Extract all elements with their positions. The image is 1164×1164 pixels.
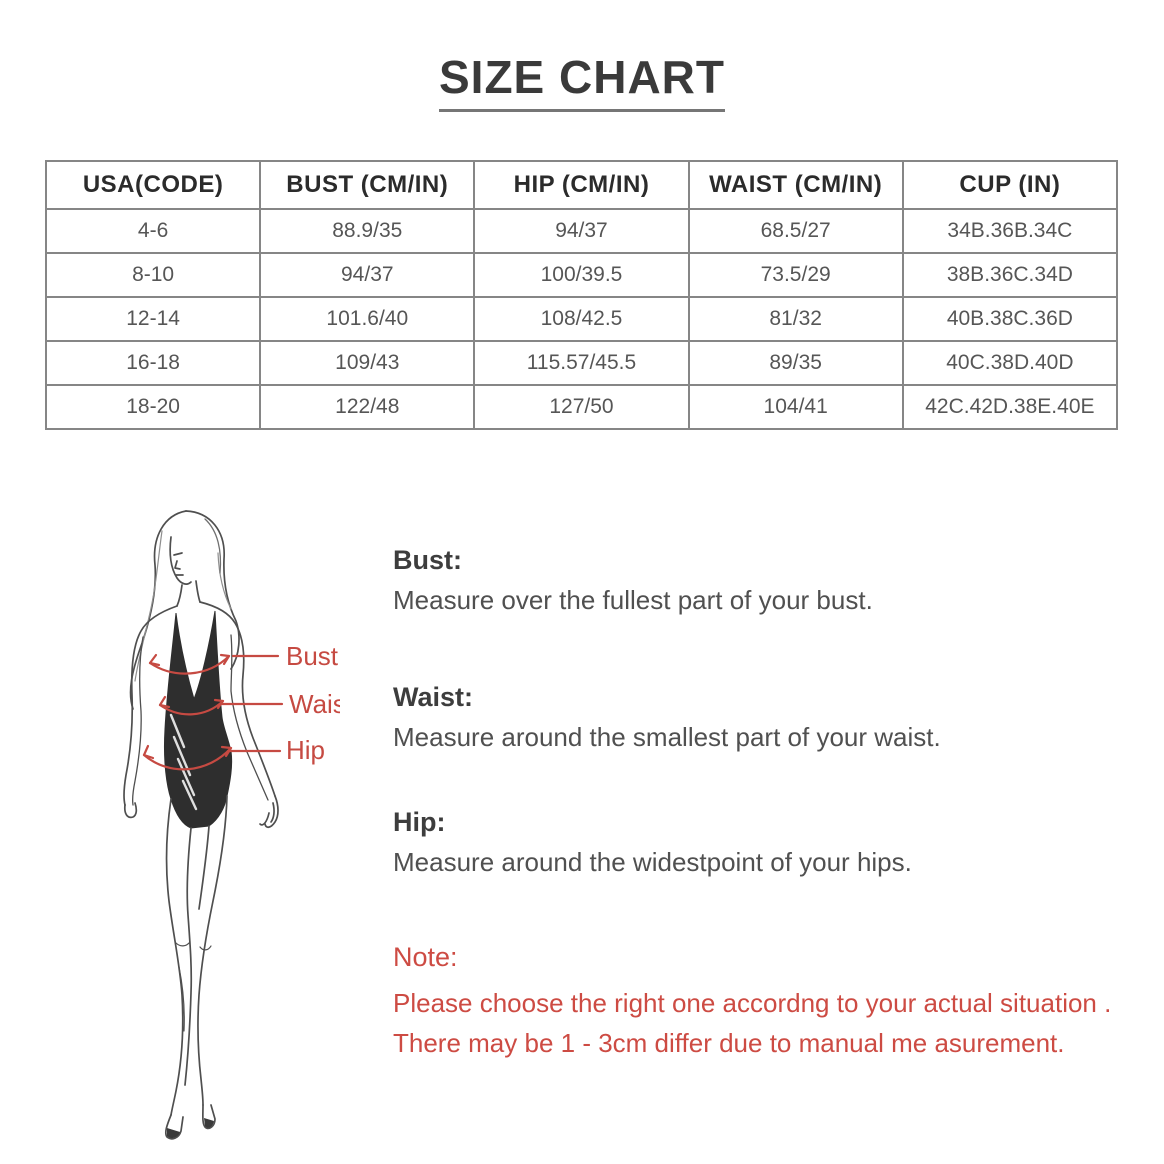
table-row: 4-6 88.9/35 94/37 68.5/27 34B.36B.34C	[44, 208, 1119, 254]
measure-marks	[142, 653, 284, 771]
hip-label: Hip	[286, 735, 325, 765]
bust-label: Bust	[286, 641, 339, 671]
note-line-2: There may be 1 - 3cm differ due to manua…	[393, 1028, 1065, 1058]
header-cell-waist: WAIST (CM/IN)	[687, 160, 904, 210]
table-cell: 68.5/27	[687, 208, 904, 254]
note-section: Note: Please choose the right one accord…	[393, 942, 1153, 1063]
hip-body: Measure around the widestpoint of your h…	[393, 847, 912, 877]
table-cell: 38B.36C.34D	[901, 252, 1119, 298]
table-cell: 42C.42D.38E.40E	[901, 384, 1119, 430]
note-line-1: Please choose the right one accordng to …	[393, 988, 1112, 1018]
table-row: 12-14 101.6/40 108/42.5 81/32 40B.38C.36…	[44, 296, 1119, 342]
table-cell: 115.57/45.5	[473, 340, 690, 386]
table-row: 16-18 109/43 115.57/45.5 89/35 40C.38D.4…	[44, 340, 1119, 386]
hip-measure-line	[142, 744, 282, 771]
table-cell: 100/39.5	[473, 252, 690, 298]
bust-measure-line	[148, 653, 280, 675]
waist-label: Waist	[289, 689, 340, 719]
table-row: 18-20 122/48 127/50 104/41 42C.42D.38E.4…	[44, 384, 1119, 430]
waist-instruction-section: Waist: Measure around the smallest part …	[393, 682, 1133, 753]
hip-instruction-section: Hip: Measure around the widestpoint of y…	[393, 807, 1133, 878]
hip-heading: Hip:	[393, 807, 446, 837]
woman-sketch: Bust Waist Hip	[123, 510, 354, 1140]
bust-heading: Bust:	[393, 545, 462, 575]
table-cell: 122/48	[259, 384, 476, 430]
header-cell-cup: CUP (IN)	[901, 160, 1119, 210]
table-cell: 8-10	[44, 252, 262, 298]
table-cell: 101.6/40	[259, 296, 476, 342]
table-cell: 89/35	[687, 340, 904, 386]
table-cell: 73.5/29	[687, 252, 904, 298]
bust-body: Measure over the fullest part of your bu…	[393, 585, 873, 615]
title-wrap: SIZE CHART	[0, 50, 1164, 112]
header-cell-bust: BUST (CM/IN)	[259, 160, 476, 210]
table-cell: 40C.38D.40D	[901, 340, 1119, 386]
table-cell: 12-14	[44, 296, 262, 342]
table-cell: 88.9/35	[259, 208, 476, 254]
sketch-arms	[123, 601, 279, 828]
table-cell: 16-18	[44, 340, 262, 386]
table-cell: 109/43	[259, 340, 476, 386]
waist-heading: Waist:	[393, 682, 473, 712]
table-cell: 94/37	[473, 208, 690, 254]
table-cell: 108/42.5	[473, 296, 690, 342]
measurement-figure: Bust Waist Hip	[60, 495, 354, 1140]
table-cell: 34B.36B.34C	[901, 208, 1119, 254]
swimsuit	[163, 610, 233, 829]
table-cell: 18-20	[44, 384, 262, 430]
table-header-row: USA(CODE) BUST (CM/IN) HIP (CM/IN) WAIST…	[44, 160, 1119, 210]
sketch-legs	[164, 795, 228, 1140]
page-title: SIZE CHART	[439, 50, 725, 112]
header-cell-usa: USA(CODE)	[44, 160, 262, 210]
table-cell: 94/37	[259, 252, 476, 298]
bust-instruction-section: Bust: Measure over the fullest part of y…	[393, 545, 1133, 616]
header-cell-hip: HIP (CM/IN)	[473, 160, 690, 210]
table-cell: 127/50	[473, 384, 690, 430]
table-cell: 4-6	[44, 208, 262, 254]
waist-body: Measure around the smallest part of your…	[393, 722, 941, 752]
table-cell: 81/32	[687, 296, 904, 342]
table-cell: 104/41	[687, 384, 904, 430]
table-cell: 40B.38C.36D	[901, 296, 1119, 342]
shoe-right	[204, 1118, 214, 1128]
size-table: USA(CODE) BUST (CM/IN) HIP (CM/IN) WAIST…	[44, 160, 1119, 430]
note-heading: Note:	[393, 942, 458, 972]
shoe-left	[167, 1128, 180, 1139]
table-row: 8-10 94/37 100/39.5 73.5/29 38B.36C.34D	[44, 252, 1119, 298]
waist-measure-line	[158, 695, 284, 716]
